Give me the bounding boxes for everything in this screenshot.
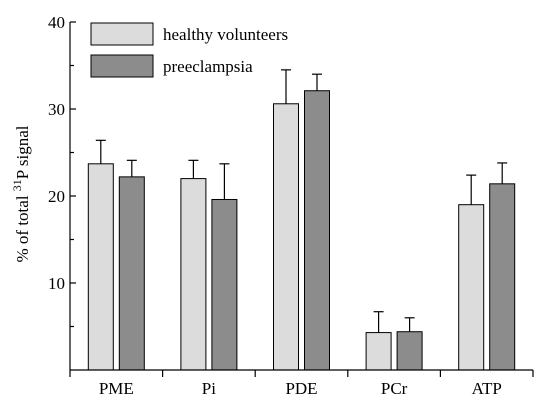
y-tick-label: 40 <box>48 13 65 32</box>
x-tick-label-pde: PDE <box>285 379 317 398</box>
y-tick-label: 30 <box>48 100 65 119</box>
bar-healthy-volunteers-pi <box>180 178 207 371</box>
legend-swatch-healthy-volunteers <box>90 22 154 46</box>
axes-layer: 10 20 30 40 PME Pi PDE PCr ATP <box>48 13 534 398</box>
y-tick-label: 10 <box>48 274 65 293</box>
y-axis-label-superscript: 31 <box>10 179 24 191</box>
bar-healthy-volunteers-atp <box>458 204 485 371</box>
bar-preeclampsia-pme <box>118 176 145 371</box>
bar-healthy-volunteers-pme <box>87 163 114 371</box>
bar-preeclampsia-pi <box>211 198 238 371</box>
y-tick-label: 20 <box>48 187 65 206</box>
legend-label-preeclampsia: preeclampsia <box>163 57 253 76</box>
x-tick-label-pme: PME <box>99 379 134 398</box>
bar-healthy-volunteers-pcr <box>365 332 392 371</box>
bar-healthy-volunteers-pde <box>273 103 299 371</box>
bars-layer <box>87 90 516 371</box>
bar-preeclampsia-atp <box>489 183 516 371</box>
legend-label-healthy-volunteers: healthy volunteers <box>163 25 288 44</box>
error-bars-layer <box>95 69 508 333</box>
bar-preeclampsia-pde <box>304 90 330 371</box>
legend: healthy volunteers preeclampsia <box>90 22 288 78</box>
x-tick-label-pi: Pi <box>202 379 216 398</box>
bar-preeclampsia-pcr <box>396 331 423 371</box>
legend-swatch-preeclampsia <box>90 54 154 78</box>
y-axis-label-prefix: % of total <box>13 191 32 262</box>
y-axis-label-suffix: P signal <box>13 125 32 179</box>
x-tick-label-pcr: PCr <box>381 379 408 398</box>
x-tick-label-atp: ATP <box>472 379 502 398</box>
y-axis-label: % of total 31P signal <box>10 125 32 262</box>
